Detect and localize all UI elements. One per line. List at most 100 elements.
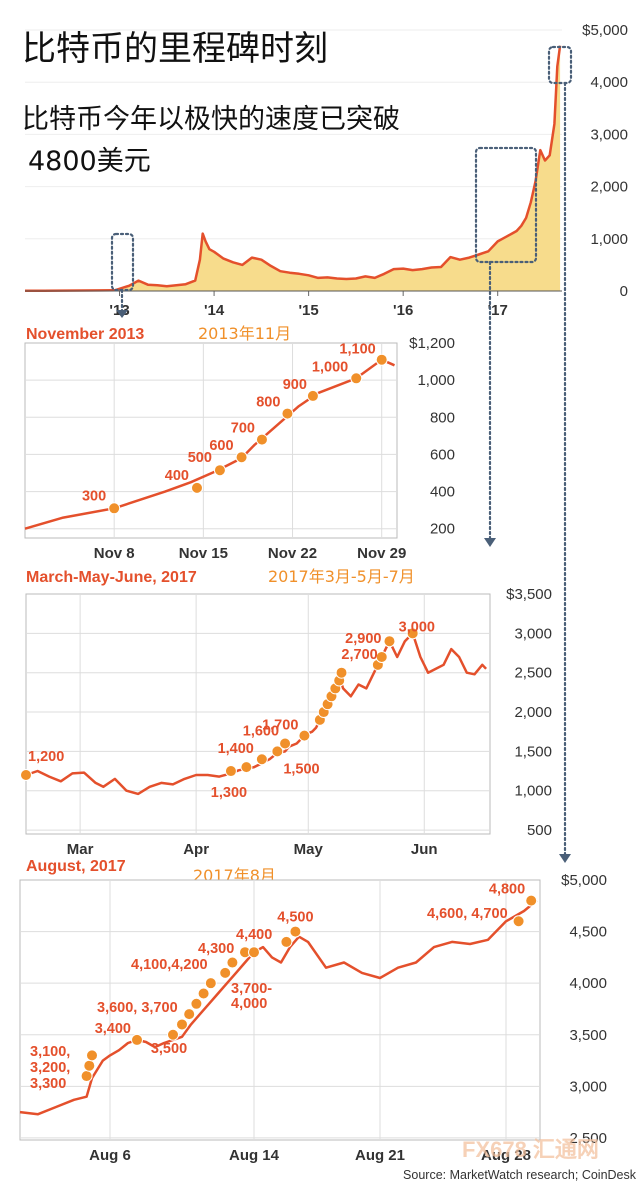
overview-x-tick-label: '17 bbox=[488, 302, 508, 319]
aug2017-milestone-dot bbox=[190, 997, 203, 1010]
mar_jun_2017-x-tick-label: Apr bbox=[183, 841, 209, 858]
mar_jun_2017-milestone-dot bbox=[224, 765, 237, 778]
nov2013-frame bbox=[24, 342, 398, 539]
overview-x-tick-label: '16 bbox=[393, 302, 413, 319]
panel-title-mar-jun-2017: March-May-June, 2017 bbox=[26, 569, 197, 586]
overview-price-line bbox=[25, 45, 562, 292]
aug2017-milestone-label: 4,500 bbox=[277, 910, 313, 926]
aug2017-milestone-dot bbox=[86, 1049, 98, 1062]
aug2017-group-label: 3,600, 3,700 bbox=[97, 1000, 178, 1016]
overview-y-tick-label: 4,000 bbox=[590, 74, 628, 91]
mar-jun-2017-chart: 500 1,000 1,500 2,000 2,500 3,000 $3,500 Mar Apr… bbox=[20, 586, 552, 858]
nov2013-milestone-dot bbox=[306, 389, 319, 402]
mar_jun_2017-milestone-label: 1,700 bbox=[262, 718, 298, 734]
mar_jun_2017-milestone-label: 3,000 bbox=[399, 619, 435, 635]
panel-cn-title-nov2013: 2013年11月 bbox=[198, 324, 291, 343]
nov2013-milestone-label: 1,100 bbox=[339, 342, 375, 358]
nov2013-milestone-dot bbox=[255, 433, 268, 446]
panel-cn-title-mar-jun-2017: 2017年3月-5月-7月 bbox=[268, 567, 415, 586]
figure-title: 比特币的里程碑时刻 bbox=[22, 29, 328, 69]
aug2017-y-tick-label: 2,500 bbox=[569, 1130, 607, 1147]
aug2017-y-tick-label: 4,500 bbox=[569, 924, 607, 941]
aug2017-group-label: 4,400 bbox=[236, 927, 272, 943]
aug2017-y-tick-label: $5,000 bbox=[561, 872, 607, 889]
mar_jun_2017-milestone-label: 1,300 bbox=[211, 785, 247, 801]
figure-subtitle-line1: 比特币今年以极快的速度已突破 bbox=[22, 104, 400, 135]
mar_jun_2017-milestone-dot bbox=[255, 753, 268, 766]
nov2013-y-tick-label: 200 bbox=[430, 521, 455, 538]
aug2017-milestone-dot bbox=[204, 977, 217, 990]
mar_jun_2017-milestone-label: 1,200 bbox=[28, 749, 64, 765]
nov2013-y-tick-label: 800 bbox=[430, 409, 455, 426]
mar_jun_2017-milestone-label: 2,900 bbox=[345, 631, 381, 647]
nov2013-x-tick-label: Nov 8 bbox=[94, 545, 135, 562]
aug2017-milestone-dot bbox=[80, 1070, 93, 1083]
mar_jun_2017-milestone-dot bbox=[375, 650, 388, 663]
overview-x-tick-label: '15 bbox=[298, 302, 318, 319]
aug2017-x-tick-label: Aug 6 bbox=[89, 1147, 131, 1164]
aug2017-group-label: 4,100,4,200 bbox=[131, 957, 208, 973]
nov2013-milestone-dot bbox=[190, 481, 203, 494]
aug2017-group-label: 3,300 bbox=[30, 1076, 66, 1092]
mar_jun_2017-y-tick-label: 1,500 bbox=[514, 743, 552, 760]
mar_jun_2017-milestone-dot bbox=[271, 745, 284, 758]
aug2017-milestone-dot bbox=[131, 1033, 143, 1046]
mar_jun_2017-x-tick-label: Jun bbox=[411, 841, 438, 858]
mar_jun_2017-milestone-dot bbox=[240, 761, 253, 774]
mar_jun_2017-milestone-dot bbox=[279, 737, 292, 750]
nov2013-milestone-label: 600 bbox=[209, 438, 233, 454]
mar_jun_2017-milestone-dot bbox=[298, 729, 311, 742]
aug2017-milestone-dot bbox=[289, 925, 302, 938]
mar_jun_2017-y-tick-label: 3,000 bbox=[514, 625, 552, 642]
aug2017-x-tick-label: Aug 14 bbox=[229, 1147, 280, 1164]
aug2017-chart: 2,500 3,000 3,500 4,000 4,500 $5,000 Aug 6 Aug … bbox=[19, 872, 607, 1164]
callout-box-aug2017 bbox=[547, 45, 573, 85]
nov2013-x-tick-label: Nov 22 bbox=[268, 545, 317, 562]
zoom-callouts bbox=[110, 45, 573, 863]
aug2017-milestone-dot bbox=[183, 1008, 196, 1021]
callout-arrowhead-aug2017 bbox=[559, 854, 571, 863]
aug2017-milestone-dot bbox=[226, 956, 239, 969]
mar_jun_2017-milestone-label: 1,400 bbox=[218, 741, 254, 757]
aug2017-x-tick-label: Aug 21 bbox=[355, 1147, 405, 1164]
callout-box-mar-jun-2017 bbox=[474, 146, 538, 264]
mar_jun_2017-y-tick-label: 2,000 bbox=[514, 704, 552, 721]
overview-area-fill bbox=[25, 45, 561, 292]
overview-chart: 01,0002,0003,0004,000$5,000'13'14'15'16'… bbox=[25, 22, 628, 319]
mar_jun_2017-milestone-dot bbox=[406, 627, 419, 640]
nov2013-y-tick-label: $1,200 bbox=[409, 335, 455, 352]
aug2017-frame bbox=[19, 879, 541, 1141]
aug2017-milestone-label: 3,500 bbox=[151, 1041, 187, 1057]
nov2013-milestone-label: 900 bbox=[283, 377, 307, 393]
aug2017-group-label: 3,100, bbox=[30, 1044, 70, 1060]
source-note: Source: MarketWatch research; CoinDesk bbox=[403, 1168, 637, 1182]
nov2013-milestone-dot bbox=[235, 451, 248, 464]
aug2017-milestone-dot bbox=[176, 1018, 188, 1031]
nov2013-milestone-label: 800 bbox=[256, 395, 280, 411]
nov2013-y-tick-label: 400 bbox=[430, 484, 455, 501]
aug2017-milestone-dot bbox=[248, 946, 260, 959]
mar_jun_2017-milestone-label: 1,600 bbox=[243, 724, 279, 740]
aug2017-group-label: 3,700- bbox=[231, 981, 272, 997]
nov2013-milestone-dot bbox=[350, 372, 363, 385]
nov2013-price-line bbox=[24, 358, 396, 530]
aug2017-milestone-label: 3,400 bbox=[95, 1021, 131, 1037]
nov2013-x-tick-label: Nov 29 bbox=[357, 545, 406, 562]
mar_jun_2017-y-tick-label: $3,500 bbox=[506, 586, 552, 603]
aug2017-milestone-dot bbox=[280, 935, 293, 948]
nov2013-milestone-dot bbox=[213, 464, 226, 477]
mar_jun_2017-x-tick-label: May bbox=[294, 841, 324, 858]
nov2013-milestone-dot bbox=[281, 407, 294, 420]
overview-y-tick-label: 0 bbox=[620, 283, 628, 300]
mar_jun_2017-milestone-label: 2,700 bbox=[341, 647, 377, 663]
nov2013-milestone-label: 500 bbox=[188, 450, 212, 466]
aug2017-x-tick-label: Aug 28 bbox=[481, 1147, 531, 1164]
callout-arrowhead-mar-jun-2017 bbox=[484, 538, 496, 547]
watermark: FX678 汇通网 bbox=[462, 1137, 599, 1162]
panel-title-nov2013: November 2013 bbox=[26, 326, 144, 343]
aug2017-milestone-label: 4,800 bbox=[489, 882, 525, 898]
overview-y-tick-label: $5,000 bbox=[582, 22, 628, 39]
aug2017-price-line bbox=[19, 899, 538, 1116]
nov2013-chart: 200 400 600 800 1,000 $1,200 Nov 8 Nov 15 Nov 22… bbox=[24, 335, 455, 562]
